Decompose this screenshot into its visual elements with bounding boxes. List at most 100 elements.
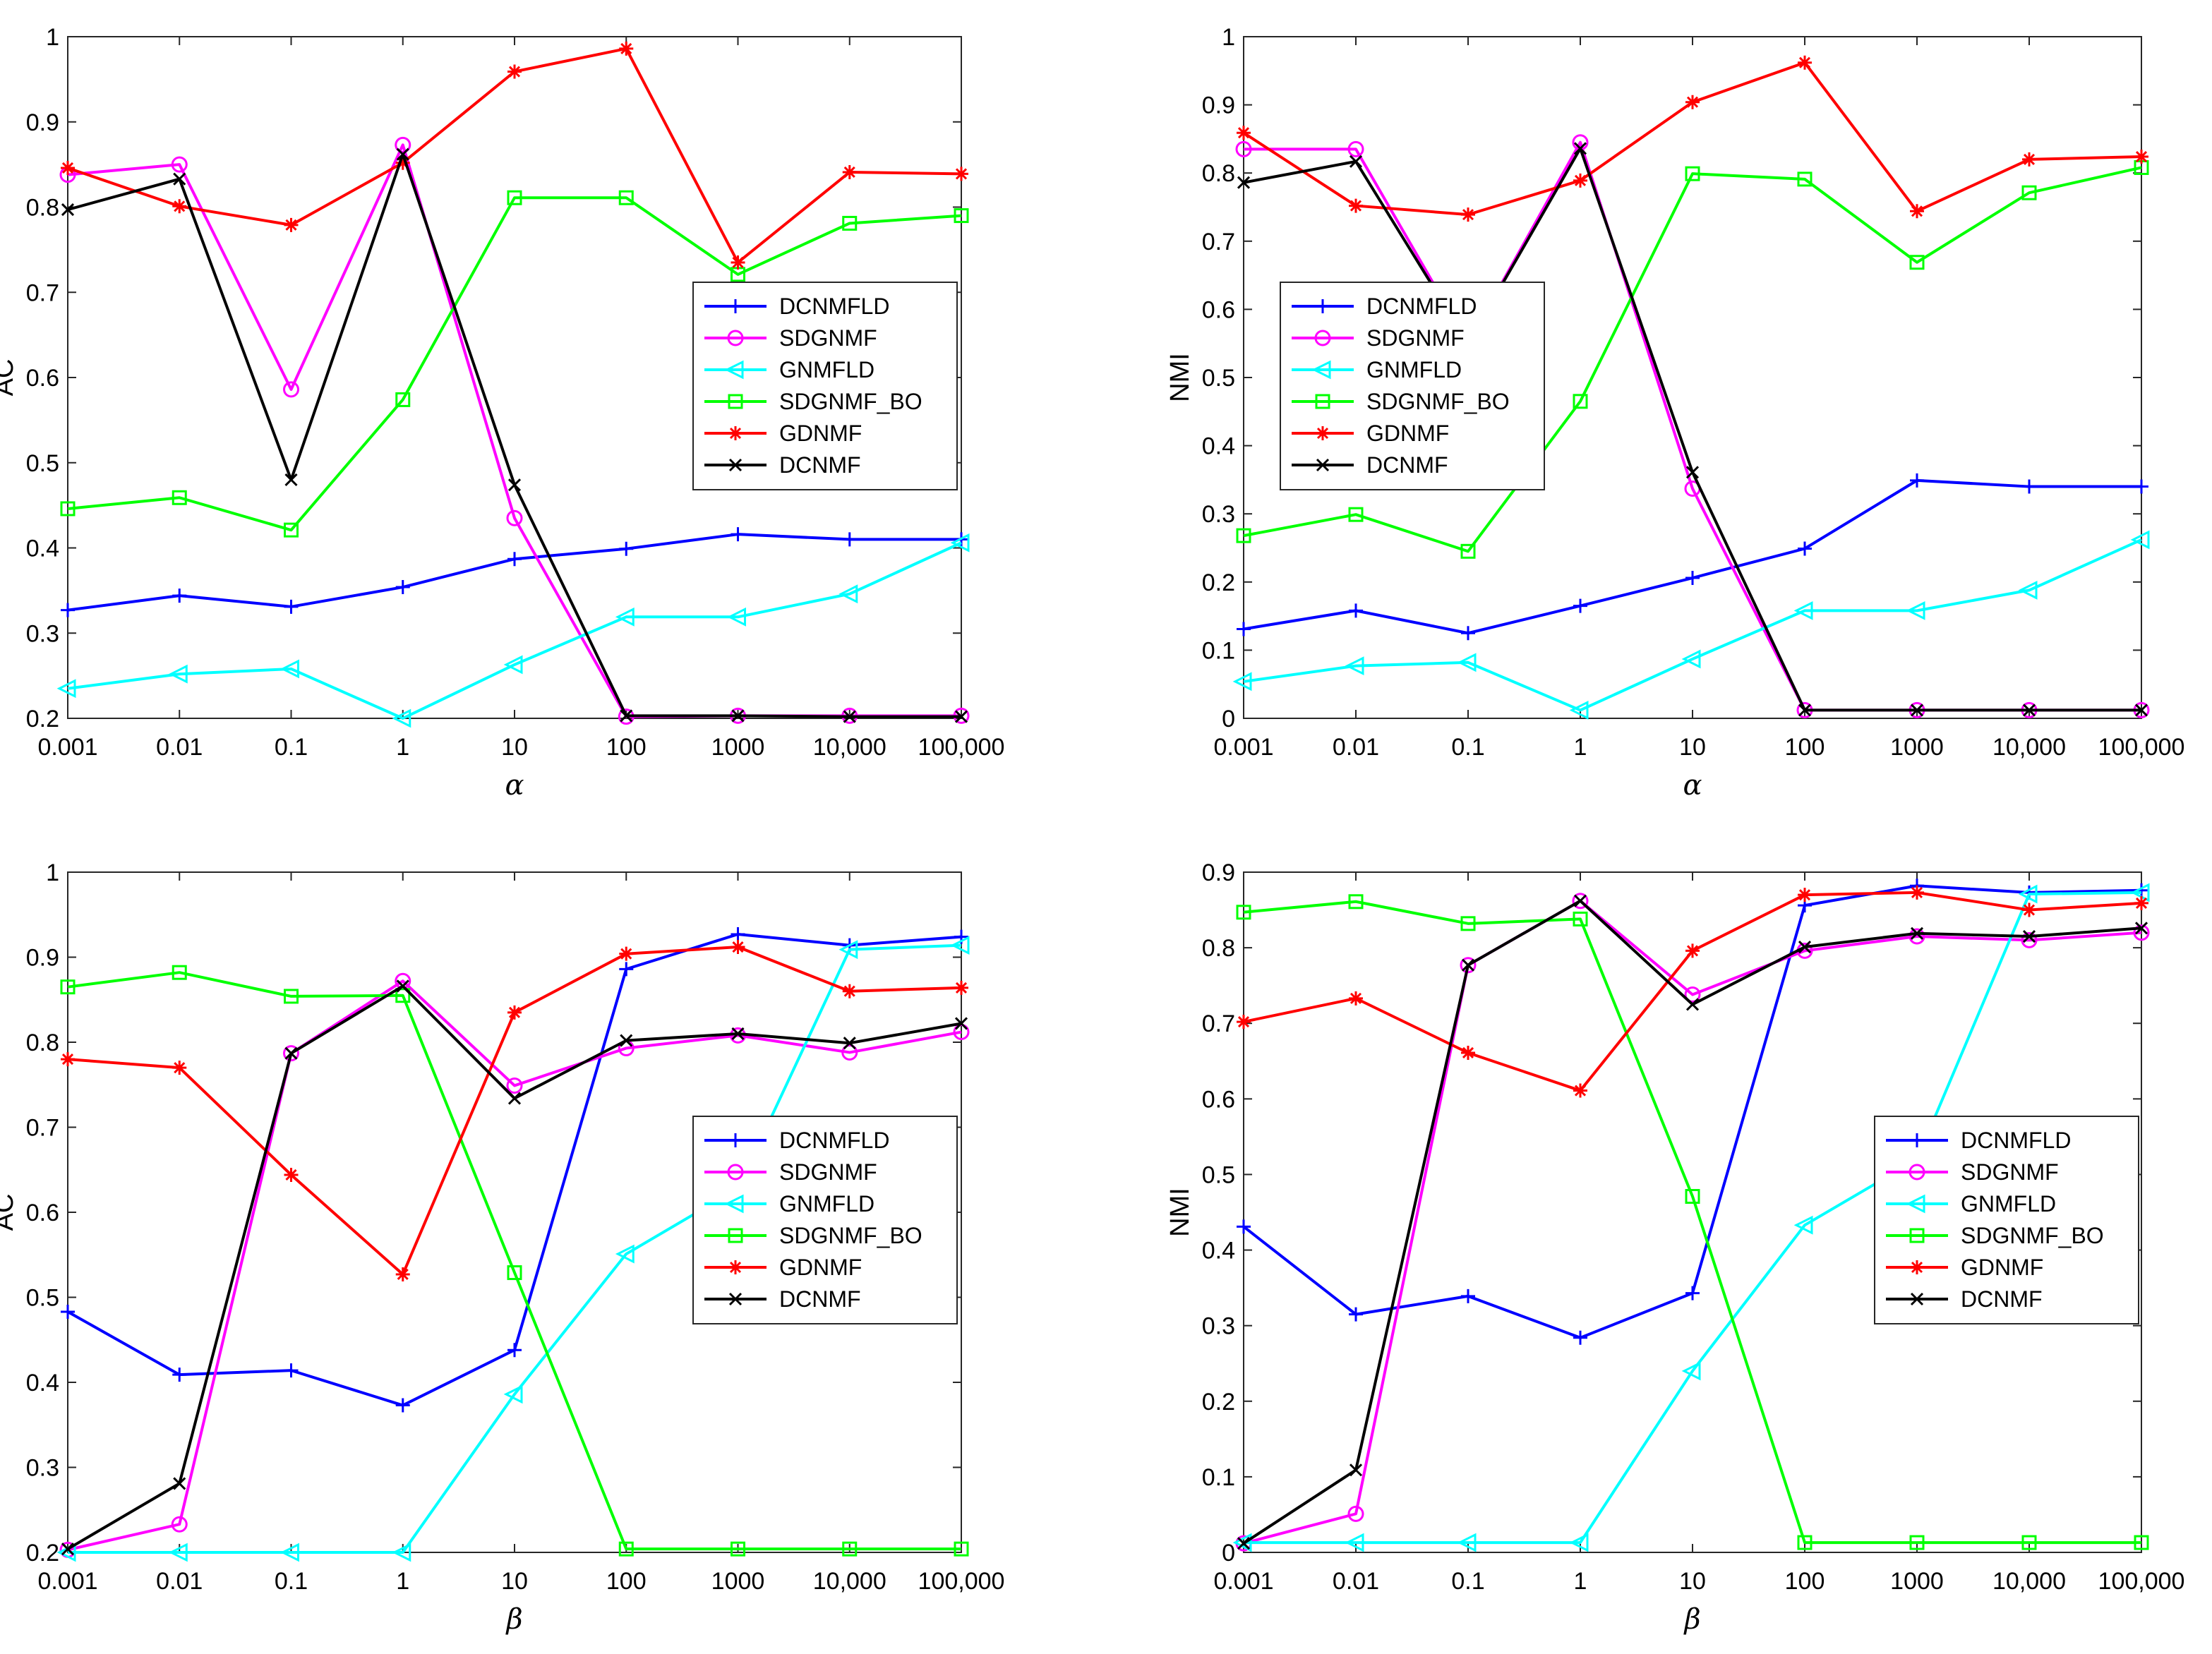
marker-sdgnmf-2 xyxy=(283,381,299,398)
marker-sdgnmf-1 xyxy=(1347,1505,1364,1522)
marker-gdnmf-0 xyxy=(1237,126,1251,140)
x-tick-label: 0.001 xyxy=(37,734,97,761)
y-tick-label: 0 xyxy=(1222,706,1235,732)
marker-gdnmf-5 xyxy=(1798,888,1812,903)
series-line-sdgnmf-bo xyxy=(1243,900,2141,1545)
marker-gdnmf-3 xyxy=(1573,1083,1587,1098)
marker-dcnmf-7 xyxy=(2022,929,2036,943)
marker-dcnmfld-1 xyxy=(1349,603,1363,618)
y-tick-label: 0.1 xyxy=(1202,1464,1235,1491)
marker-sdgnmf-bo-0 xyxy=(60,979,76,995)
marker-sdgnmf-bo-8 xyxy=(2134,1535,2149,1550)
marker-sdgnmf-bo-3 xyxy=(395,988,411,1003)
marker-sdgnmf-3 xyxy=(1572,893,1589,910)
y-tick-label: 0.9 xyxy=(26,945,59,972)
legend-label-sdgnmf: SDGNMF xyxy=(1366,325,1465,351)
x-tick-label: 1000 xyxy=(711,1568,765,1595)
marker-dcnmfld-4 xyxy=(1685,1286,1700,1300)
marker-dcnmf-1 xyxy=(1349,1463,1363,1477)
x-tick-label: 0.01 xyxy=(156,734,203,761)
marker-gdnmf-6 xyxy=(1910,885,1924,900)
legend-label-gdnmf: GDNMF xyxy=(1961,1255,2043,1280)
legend-label-sdgnmf: SDGNMF xyxy=(1961,1159,2059,1185)
marker-dcnmfld-6 xyxy=(731,926,745,941)
x-tick-label: 1 xyxy=(1574,734,1587,761)
marker-dcnmf-2 xyxy=(284,1046,298,1060)
marker-gnmfld-5 xyxy=(1793,1215,1813,1235)
y-axis-label: NMI xyxy=(1165,1188,1195,1237)
marker-gnmfld-2 xyxy=(1457,653,1477,672)
y-tick-label: 1 xyxy=(46,859,59,886)
y-axis-label: AC xyxy=(0,359,19,397)
marker-sdgnmf-bo-1 xyxy=(1348,507,1364,522)
marker-sdgnmf-4 xyxy=(506,1077,523,1094)
marker-gdnmf-6 xyxy=(731,940,745,955)
marker-sdgnmf-8 xyxy=(2133,924,2150,941)
x-tick-label: 100,000 xyxy=(918,1568,1005,1595)
marker-gnmfld-3 xyxy=(1569,1533,1589,1552)
series-line-sdgnmf xyxy=(1243,899,2142,1545)
y-tick-label: 0.8 xyxy=(26,195,59,222)
marker-gnmfld-7 xyxy=(2018,884,2038,904)
marker-sdgnmf-bo-0 xyxy=(60,501,76,517)
x-tick-label: 1000 xyxy=(1890,734,1944,761)
marker-sdgnmf-bo-4 xyxy=(507,1265,522,1281)
marker-sdgnmf-bo-legend xyxy=(1909,1228,1925,1243)
legend-label-dcnmf: DCNMF xyxy=(779,1286,861,1312)
marker-gnmfld-5 xyxy=(1793,600,1813,620)
chart-panel-beta-ac: 0.001 0.01 0.1 1 10 100 1000 10,000 100,000 0.2 0.… xyxy=(0,859,1004,1636)
marker-dcnmfld-5 xyxy=(619,962,634,977)
x-tick-label: 0.01 xyxy=(1333,734,1379,761)
y-tick-label: 0.4 xyxy=(26,1370,59,1396)
marker-gdnmf-2 xyxy=(284,217,299,232)
marker-sdgnmf-legend xyxy=(727,330,744,346)
marker-dcnmf-legend xyxy=(728,458,743,472)
y-tick-label: 0.9 xyxy=(26,109,59,136)
y-tick-label: 0.6 xyxy=(1202,296,1235,323)
marker-gdnmf-5 xyxy=(619,41,634,56)
y-tick-label: 0.2 xyxy=(26,1540,59,1567)
marker-sdgnmf-bo-2 xyxy=(284,522,299,538)
marker-dcnmfld-6 xyxy=(1910,473,1924,488)
legend-label-gnmfld: GNMFLD xyxy=(1366,357,1462,382)
y-tick-label: 0.8 xyxy=(26,1030,59,1056)
y-tick-label: 0.7 xyxy=(1202,1010,1235,1037)
y-tick-label: 0.6 xyxy=(26,365,59,392)
marker-gnmfld-8 xyxy=(2130,530,2150,550)
x-tick-label: 0.01 xyxy=(156,1568,203,1595)
marker-dcnmf-4 xyxy=(507,478,522,492)
marker-dcnmfld-2 xyxy=(1461,626,1475,641)
marker-sdgnmf-bo-4 xyxy=(1685,166,1700,181)
y-tick-label: 0.2 xyxy=(26,706,59,732)
legend-label-dcnmfld: DCNMFLD xyxy=(779,1128,889,1153)
legend-label-dcnmf: DCNMF xyxy=(779,452,861,478)
legend-label-gdnmf: GDNMF xyxy=(1366,421,1449,446)
legend-label-gnmfld: GNMFLD xyxy=(779,1191,874,1217)
legend-label-dcnmf: DCNMF xyxy=(1961,1286,2043,1312)
marker-dcnmfld-2 xyxy=(284,599,299,614)
marker-sdgnmf-bo-3 xyxy=(395,392,411,407)
marker-dcnmfld-2 xyxy=(284,1363,299,1378)
marker-gdnmf-legend xyxy=(1910,1260,1924,1274)
marker-gnmfld-3 xyxy=(392,708,411,728)
marker-gdnmf-8 xyxy=(954,980,968,995)
marker-dcnmf-8 xyxy=(2134,704,2148,717)
legend-label-sdgnmf: SDGNMF xyxy=(779,325,877,351)
marker-sdgnmf-2 xyxy=(283,1045,299,1062)
x-tick-label: 100 xyxy=(606,1568,647,1595)
marker-dcnmf-0 xyxy=(1237,176,1251,189)
marker-gnmfld-legend xyxy=(724,360,744,380)
y-tick-label: 0.9 xyxy=(1202,92,1235,119)
marker-dcnmfld-7 xyxy=(842,532,857,547)
marker-gdnmf-7 xyxy=(842,984,857,998)
marker-dcnmf-1 xyxy=(1349,155,1363,168)
marker-dcnmf-0 xyxy=(1237,1537,1251,1550)
marker-dcnmfld-1 xyxy=(172,1368,187,1382)
marker-gdnmf-2 xyxy=(1461,1046,1475,1060)
marker-dcnmfld-0 xyxy=(61,603,75,617)
x-tick-label: 100,000 xyxy=(2098,1568,2185,1595)
x-axis-label: α xyxy=(1683,769,1702,802)
chart-panel-alpha-nmi: 0.001 0.01 0.1 1 10 100 1000 10,000 100,000 0 0.1 0… xyxy=(1165,24,2184,802)
marker-gnmfld-2 xyxy=(280,1543,299,1562)
